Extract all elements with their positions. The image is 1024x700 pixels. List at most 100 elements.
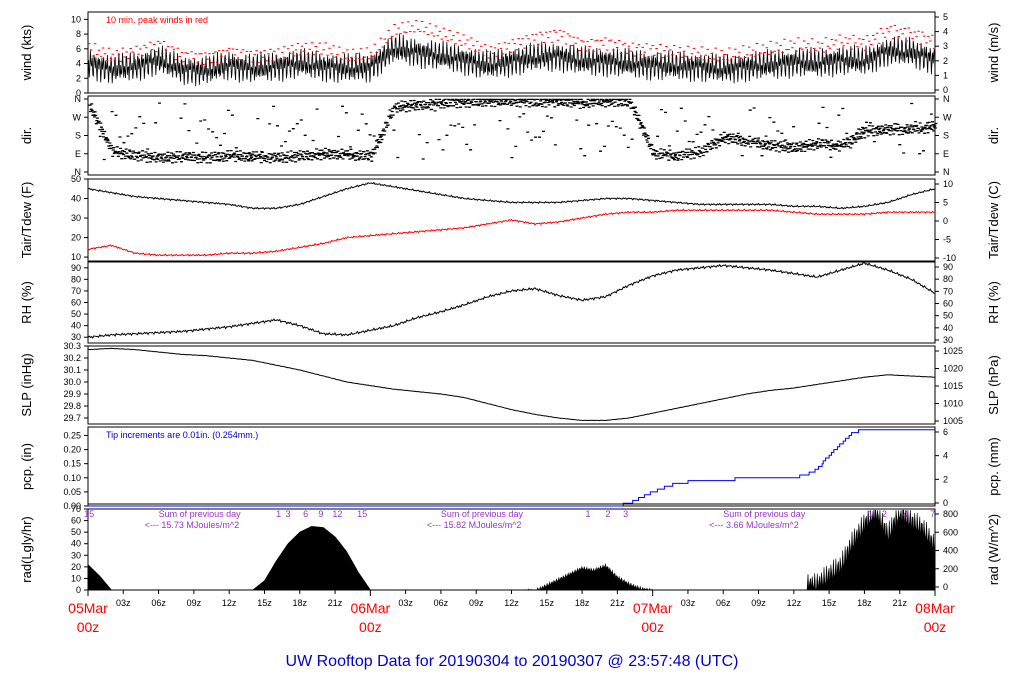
y-tick-label: 4 [76,59,81,69]
y-tick-label-right: 1025 [943,346,963,356]
y-tick-label-right: 0 [943,582,948,592]
panel-frame [87,11,936,94]
y-axis-label-left: SLP (inHg) [19,353,34,416]
panel-2: dir. dir.N NE ES SW WN N [19,94,1001,177]
y-tick-label: 10 [71,252,81,262]
y-tick-label: E [75,149,81,159]
x-tick-label: 21z [610,598,625,608]
panel-5: SLP (inHg) SLP (hPa) 29.7 29.8 29.9 30.0 30.1 3… [19,341,1001,426]
y-tick-label: 60 [71,516,81,526]
y-tick-label-right: 90 [943,262,953,272]
panel-1: wind (kts) wind (m/s) 0 2 4 6 8 10 0 1 2 3 4 5 10 min.… [19,11,1001,98]
x-tick-label: 03z [116,598,131,608]
y-axis-label-left: Tair/Tdew (F) [19,182,34,259]
hour-mark-label: 1 [276,509,281,519]
x-tick-label: 03z [681,598,696,608]
x-day-label: 07Mar [633,600,673,616]
hour-mark-label: 3 [285,509,290,519]
y-tick-label: W [73,112,82,122]
y-tick-label: 0 [76,88,81,98]
panel-frame [87,345,936,425]
x-day-time-label: 00z [641,619,664,635]
y-tick-label-right: N [943,167,950,177]
y-tick-label-right: 200 [943,564,958,574]
y-axis-label-left: rad(Lgly/hr) [19,516,34,582]
y-tick-label: 2 [76,73,81,83]
x-tick-label: 12z [504,598,519,608]
sum-label-line1: Sum of previous day [159,509,242,519]
y-tick-label: 30 [71,550,81,560]
y-tick-label: 0.25 [63,430,81,440]
x-tick-label: 18z [292,598,307,608]
x-tick-label: 06z [716,598,731,608]
y-tick-label-right: 10 [943,179,953,189]
x-tick-label: 15z [257,598,272,608]
y-tick-label: 30.1 [63,365,81,375]
x-tick-label: 21z [892,598,907,608]
y-tick-label-right: 2 [943,474,948,484]
y-tick-label-right: 80 [943,274,953,284]
y-tick-label-right: 4 [943,27,948,37]
y-tick-label: 8 [76,29,81,39]
x-tick-label: 18z [575,598,590,608]
series-line-dewpoint [87,208,936,257]
x-day-label: 08Mar [915,600,955,616]
x-tick-label: 18z [857,598,872,608]
y-tick-label-right: 6 [943,427,948,437]
y-axis-label-right: rad (W/m^2) [986,514,1001,585]
x-tick-label: 09z [751,598,766,608]
y-axis-label-left: dir. [19,127,34,144]
hour-mark-label: 2 [882,509,887,519]
y-tick-label: 0.05 [63,487,81,497]
x-tick-label: 03z [398,598,413,608]
y-axis-label-right: wind (m/s) [986,23,1001,84]
x-day-time-label: 00z [924,619,947,635]
y-tick-label-right: 50 [943,311,953,321]
panel-6: pcp. (in) pcp. (mm) 0.00 0.05 0.10 0.15 0.20 0.… [19,426,1001,511]
y-axis-label-left: RH (%) [19,281,34,324]
y-tick-label-right: 4 [943,451,948,461]
y-tick-label: 30.0 [63,377,81,387]
y-tick-label-right: 3 [943,41,948,51]
y-tick-label-right: -5 [943,235,951,245]
y-tick-label-right: 70 [943,286,953,296]
sum-label-line1: Sum of previous day [723,509,806,519]
hour-mark-label: 15 [84,509,94,519]
panel-frame [87,95,936,176]
y-tick-label-right: 0 [943,498,948,508]
y-tick-label: 10 [71,573,81,583]
y-tick-label: 70 [71,286,81,296]
hour-mark-label: 4 [903,509,908,519]
y-tick-label-right: W [943,112,952,122]
y-axis-label-right: pcp. (mm) [986,437,1001,496]
y-tick-label: 30.3 [63,341,81,351]
y-tick-label: 20 [71,233,81,243]
x-tick-label: 06z [151,598,166,608]
hour-mark-label: 15 [357,509,367,519]
y-tick-label-right: 1 [943,70,948,80]
y-axis-label-right: Tair/Tdew (C) [986,181,1001,259]
x-tick-label: 21z [328,598,343,608]
chart-title: UW Rooftop Data for 20190304 to 20190307… [286,653,739,670]
y-tick-label: 20 [71,562,81,572]
x-tick-label: 12z [222,598,237,608]
y-tick-label: 29.8 [63,401,81,411]
series-line-air-temp [87,181,936,210]
y-tick-label-right: 1020 [943,364,963,374]
y-tick-label-right: -10 [943,253,956,263]
x-day-time-label: 00z [359,619,382,635]
y-tick-label: 60 [71,298,81,308]
y-tick-label: 40 [71,321,81,331]
hour-mark-label: 6 [303,509,308,519]
y-tick-label: 0.10 [63,473,81,483]
y-tick-label: N [75,167,82,177]
x-tick-label: 09z [469,598,484,608]
y-tick-label: 0.15 [63,459,81,469]
y-tick-label: 40 [71,194,81,204]
y-tick-label: 30 [71,332,81,342]
y-tick-label: 80 [71,274,81,284]
series-peak-wind [88,20,936,65]
y-tick-label: S [75,131,81,141]
